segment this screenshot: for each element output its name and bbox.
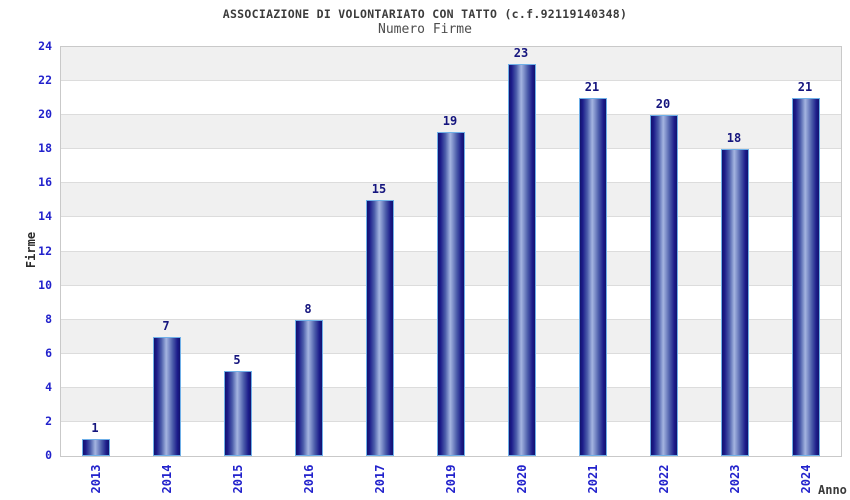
chart-title: ASSOCIAZIONE DI VOLONTARIATO CON TATTO (… [222, 7, 628, 21]
y-tick-label: 20 [38, 107, 52, 122]
y-tick-label: 12 [38, 243, 52, 258]
x-tick-label: 2017 [373, 464, 387, 494]
bar-value-label: 21 [797, 80, 813, 94]
x-axis-title: Anno [818, 483, 847, 497]
y-tick-label: 2 [45, 413, 52, 428]
gridline [61, 80, 841, 82]
y-tick-label: 24 [38, 39, 52, 53]
y-tick-label: 0 [45, 448, 52, 462]
bar-value-label: 5 [233, 353, 241, 367]
plot-band [61, 47, 841, 82]
y-tick-label: 18 [38, 141, 52, 156]
bar-2017 [366, 200, 394, 456]
x-tick-label: 2021 [586, 464, 600, 494]
bar-value-label: 1 [91, 421, 99, 435]
x-tick-label: 2015 [231, 464, 245, 494]
bar-2013 [82, 439, 110, 456]
bar-value-label: 15 [371, 182, 387, 196]
y-tick-label: 4 [45, 379, 52, 394]
y-tick-label: 10 [38, 277, 52, 292]
y-tick-label: 6 [45, 345, 52, 360]
bar-2014 [153, 337, 181, 456]
bar-value-label: 23 [513, 46, 529, 60]
x-tick-label: 2024 [799, 464, 813, 494]
bar-2016 [295, 320, 323, 456]
bar-2024 [792, 98, 820, 456]
bar-2022 [650, 115, 678, 456]
gridline [61, 114, 841, 116]
x-tick-label: 2016 [302, 464, 316, 494]
bar-value-label: 7 [162, 319, 170, 333]
y-tick-label: 14 [38, 209, 52, 224]
y-tick-label: 16 [38, 175, 52, 190]
bar-value-label: 18 [726, 131, 742, 145]
bar-value-label: 20 [655, 97, 671, 111]
x-tick-label: 2014 [160, 464, 174, 494]
bar-2019 [437, 132, 465, 456]
bar-value-label: 21 [584, 80, 600, 94]
x-tick-label: 2019 [444, 464, 458, 494]
x-tick-label: 2020 [515, 464, 529, 494]
bar-2015 [224, 371, 252, 456]
bar-value-label: 8 [304, 302, 312, 316]
plot-band [61, 81, 841, 116]
bar-2021 [579, 98, 607, 456]
bar-2023 [721, 149, 749, 456]
y-tick-label: 22 [38, 73, 52, 88]
x-tick-label: 2022 [657, 464, 671, 494]
bar-value-label: 19 [442, 114, 458, 128]
bar-2020 [508, 64, 536, 456]
plot-area [60, 46, 842, 457]
x-tick-label: 2023 [728, 464, 742, 494]
chart-subtitle: Numero Firme [378, 22, 472, 37]
x-tick-label: 2013 [89, 464, 103, 494]
y-tick-label: 8 [45, 311, 52, 326]
